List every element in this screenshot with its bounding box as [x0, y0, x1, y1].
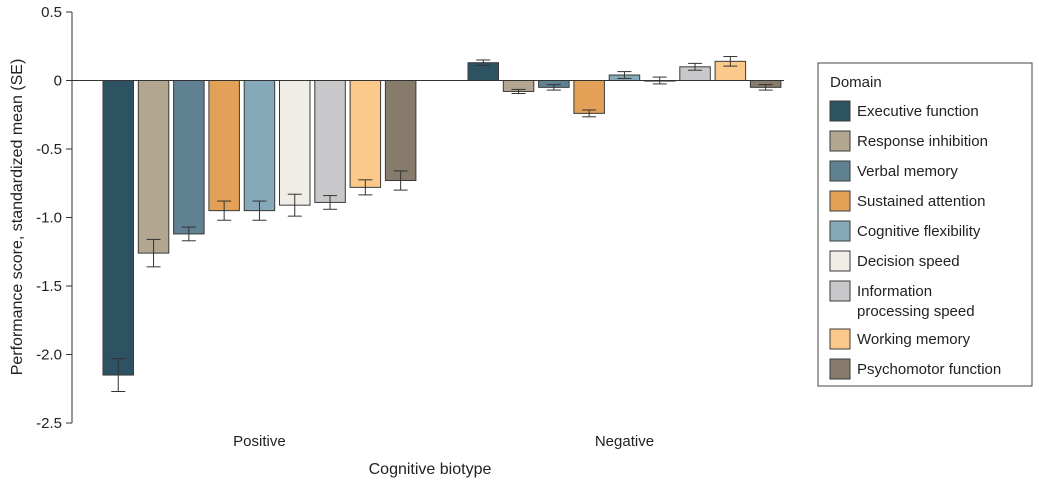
legend-swatch [829, 190, 851, 212]
bar-positive-working-memory [349, 80, 382, 188]
legend-item-executive-function: Executive function [829, 100, 979, 122]
bar-positive-information-processing-speed [314, 80, 346, 203]
legend-swatch [829, 100, 851, 122]
error-bar-negative-response-inhibition [511, 88, 526, 95]
legend-item-working-memory: Working memory [829, 328, 971, 350]
legend-swatch [829, 220, 851, 242]
error-bar-negative-sustained-attention [582, 109, 597, 118]
legend-item-cognitive-flexibility: Cognitive flexibility [829, 220, 981, 242]
error-bar-positive-response-inhibition [146, 238, 161, 268]
error-bar-negative-cognitive-flexibility [617, 71, 632, 79]
legend-item-verbal-memory: Verbal memory [829, 160, 958, 182]
error-bar-positive-psychomotor-function [393, 170, 408, 191]
legend-swatch [829, 250, 851, 272]
y-tick-label: 0.5 [41, 4, 62, 21]
y-tick-label: -0.5 [36, 141, 62, 158]
legend-label: Verbal memory [857, 163, 958, 180]
legend-item-psychomotor-function: Psychomotor function [829, 358, 1001, 380]
bar-positive-sustained-attention [208, 80, 240, 212]
legend-label: Executive function [857, 103, 979, 120]
y-axis-title: Performance score, standardized mean (SE… [9, 59, 26, 376]
legend-label: Sustained attention [857, 193, 985, 210]
error-bar-positive-executive-function [111, 358, 126, 392]
y-tick-label: -2.5 [36, 415, 62, 432]
x-axis-title: Cognitive biotype [369, 461, 492, 478]
error-bar-positive-information-processing-speed [323, 195, 338, 210]
legend-item-response-inhibition: Response inhibition [829, 130, 988, 152]
error-bar-negative-working-memory [723, 56, 738, 67]
legend-label: Decision speed [857, 253, 960, 270]
y-tick-label: -2.0 [36, 347, 62, 364]
x-category-label: Positive [233, 433, 286, 450]
legend-swatch [829, 280, 851, 302]
bar-positive-executive-function [102, 80, 134, 376]
error-bar-positive-verbal-memory [181, 226, 196, 242]
y-tick-label: -1.0 [36, 210, 62, 227]
legend-swatch [829, 160, 851, 182]
error-bars [111, 56, 773, 392]
legend-label: Working memory [857, 331, 971, 348]
bar-positive-response-inhibition [137, 80, 170, 254]
error-bar-negative-information-processing-speed [688, 62, 703, 71]
error-bar-positive-cognitive-flexibility [252, 200, 267, 221]
y-axis: 0.5 0 -0.5 -1.0 -1.5 -2.0 -2.5 [36, 4, 73, 432]
error-bar-negative-verbal-memory [546, 84, 561, 91]
x-category-label: Negative [595, 433, 654, 450]
bar-negative-sustained-attention [573, 80, 605, 114]
legend-label: Psychomotor function [857, 361, 1001, 378]
legend-frame [817, 62, 1033, 387]
bars [102, 60, 782, 376]
legend-label: Cognitive flexibility [857, 223, 981, 240]
x-axis: Positive Negative [72, 80, 784, 450]
legend: Domain Executive function Response inhibi… [817, 62, 1033, 387]
legend-swatch [829, 328, 851, 350]
y-tick-label: 0 [54, 73, 62, 90]
legend-item-sustained-attention: Sustained attention [829, 190, 985, 212]
legend-title: Domain [830, 74, 882, 91]
legend-item-decision-speed: Decision speed [829, 250, 960, 272]
legend-label: Information processing speed [857, 283, 975, 320]
legend-swatch [829, 130, 851, 152]
legend-item-information-processing-speed: Information processing speed [829, 280, 975, 320]
bar-positive-verbal-memory [173, 80, 205, 235]
bar-positive-cognitive-flexibility [243, 80, 276, 212]
error-bar-negative-psychomotor-function [758, 84, 773, 91]
bar-positive-decision-speed [279, 80, 311, 206]
error-bar-positive-decision-speed [287, 193, 302, 217]
legend-label: Response inhibition [857, 133, 988, 150]
error-bar-negative-executive-function [476, 59, 491, 66]
y-tick-label: -1.5 [36, 278, 62, 295]
bar-positive-psychomotor-function [384, 80, 417, 182]
error-bar-positive-working-memory [358, 179, 373, 196]
legend-swatch [829, 358, 851, 380]
error-bar-positive-sustained-attention [217, 200, 232, 221]
